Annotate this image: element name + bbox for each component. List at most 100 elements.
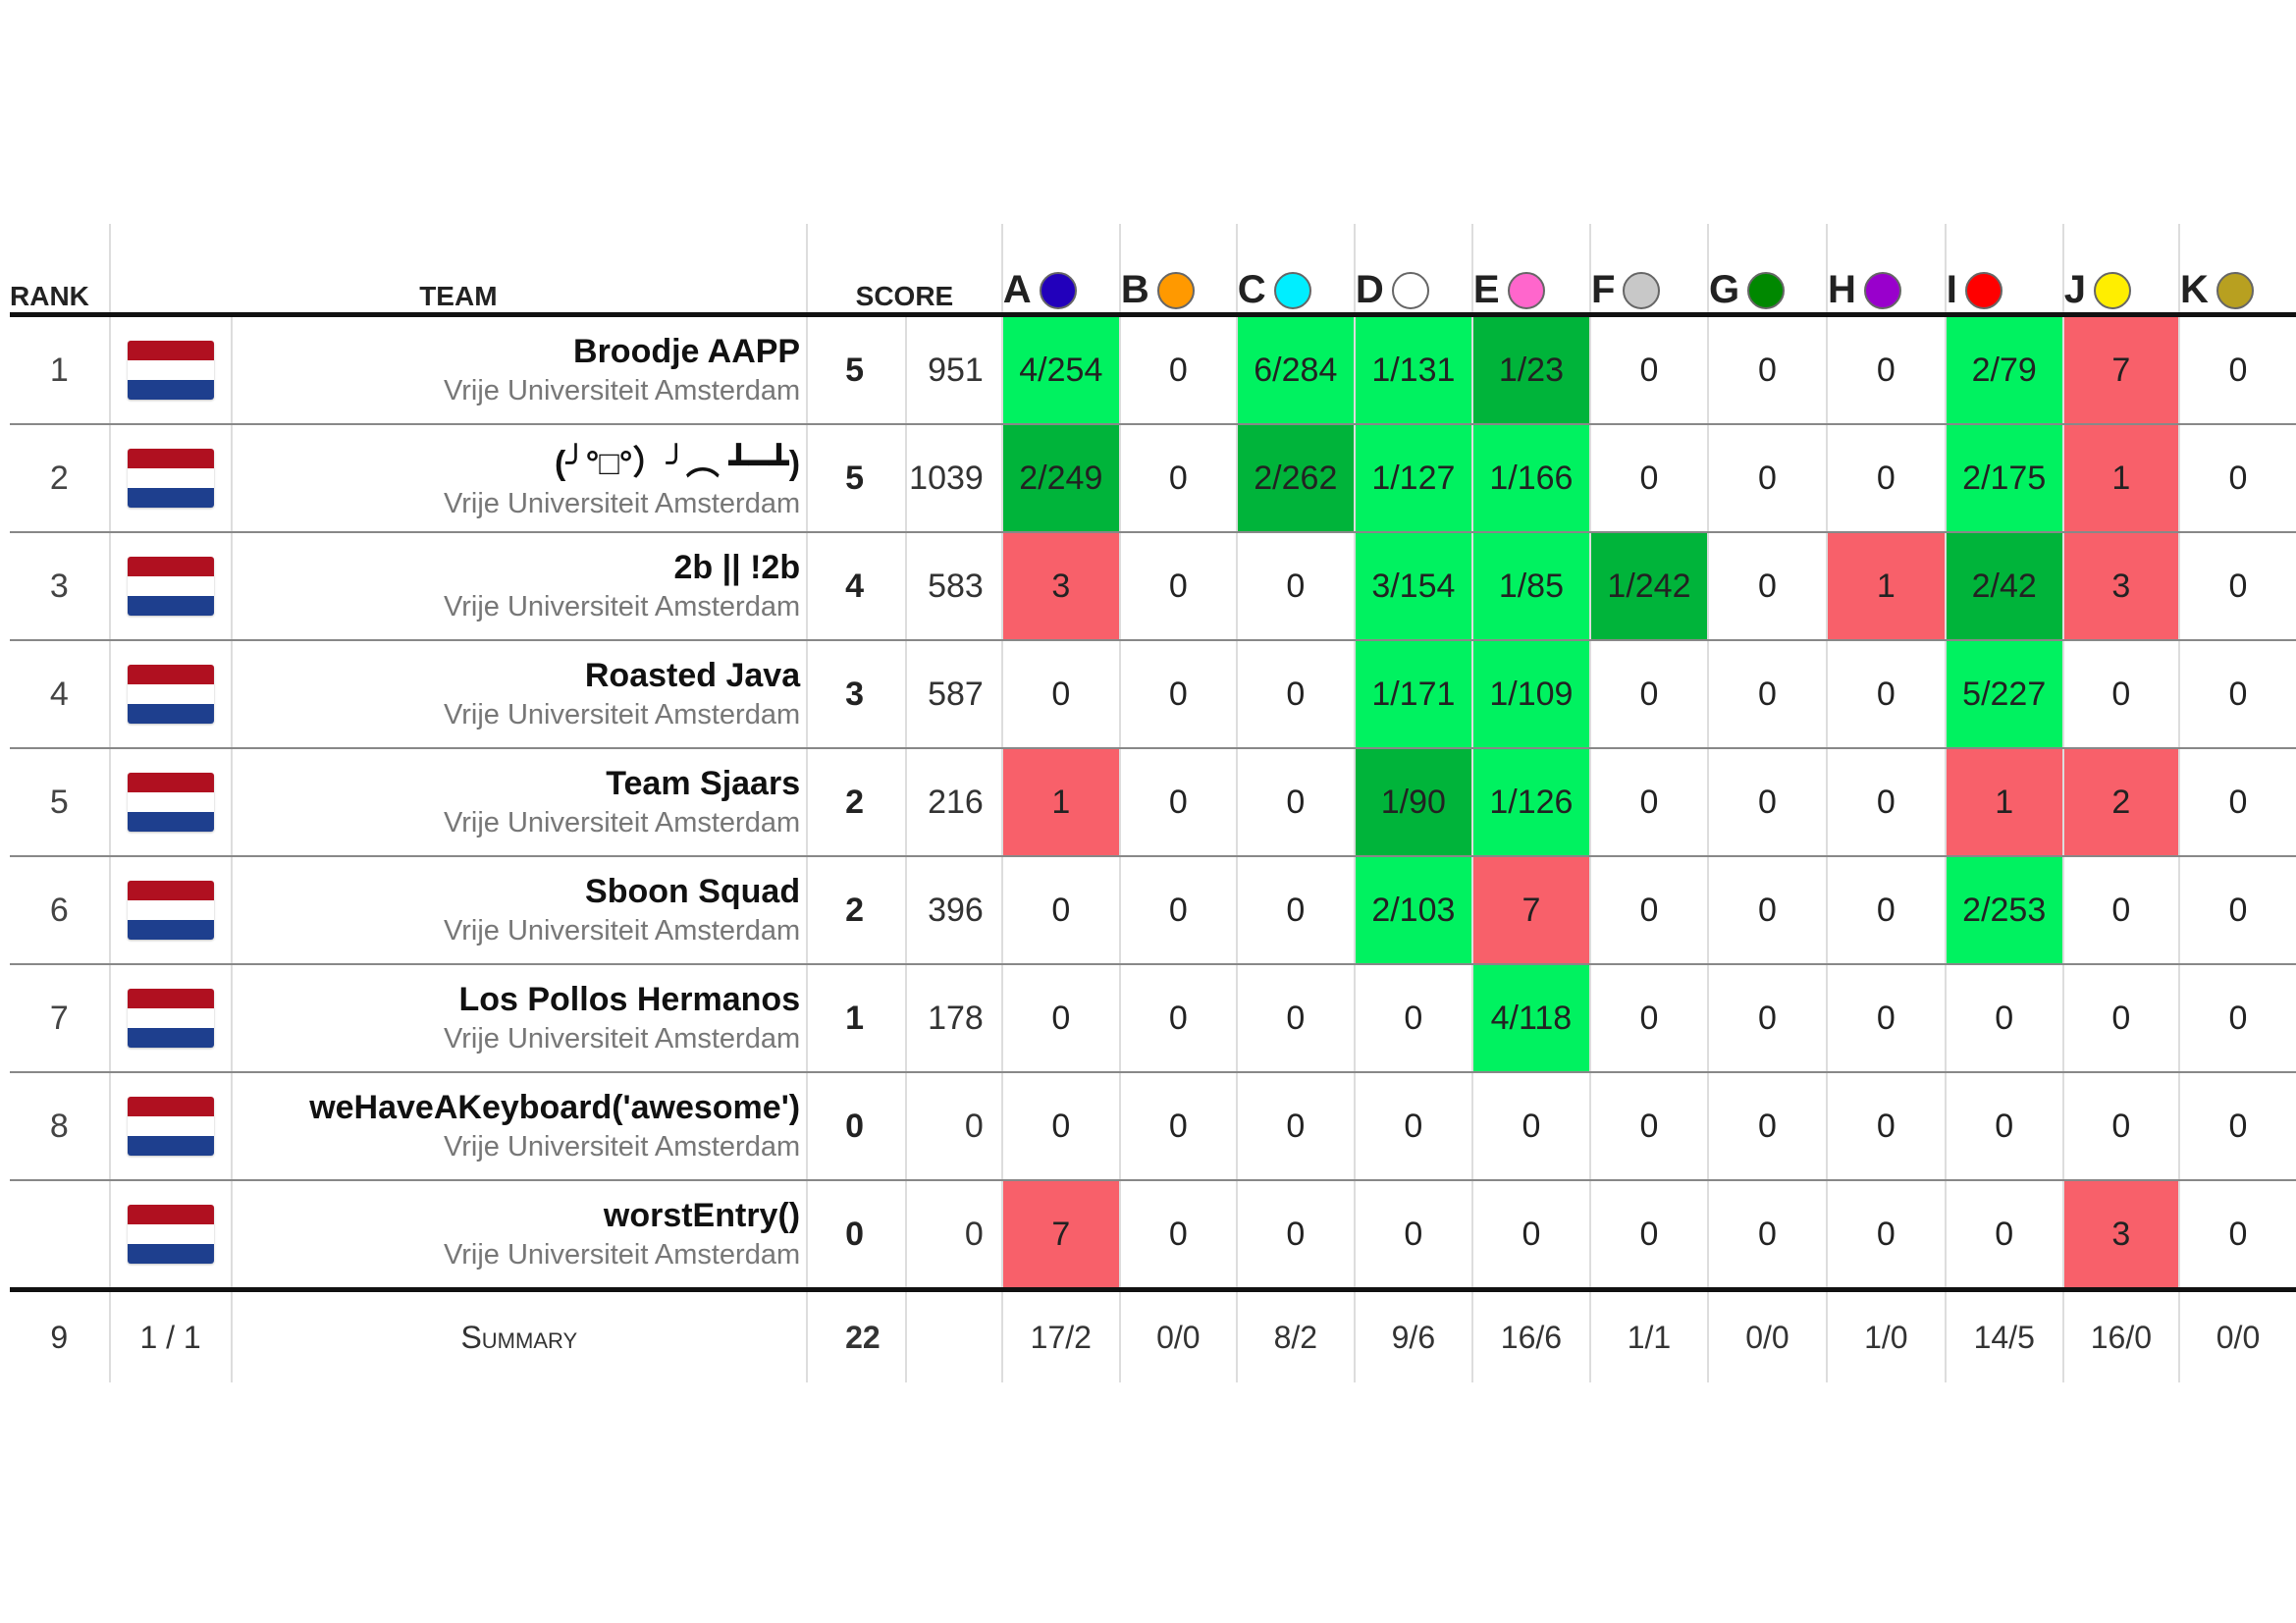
team-cell[interactable]: weHaveAKeyboard('awesome') Vrije Universi… <box>230 1072 808 1181</box>
problem-cell-d[interactable]: 0 <box>1353 1180 1472 1291</box>
problem-cell-f[interactable]: 0 <box>1588 748 1708 857</box>
team-cell[interactable]: 2b || !2b Vrije Universiteit Amsterdam <box>230 532 808 641</box>
problem-cell-b[interactable]: 0 <box>1118 964 1237 1073</box>
problem-cell-f[interactable]: 0 <box>1588 640 1708 749</box>
problem-cell-g[interactable]: 0 <box>1706 1072 1827 1181</box>
problem-cell-k[interactable]: 0 <box>2178 964 2296 1073</box>
problem-cell-e[interactable]: 1/85 <box>1470 532 1590 641</box>
problem-cell-i[interactable]: 5/227 <box>1944 640 2063 749</box>
problem-cell-a[interactable]: 0 <box>1000 1072 1120 1181</box>
problem-cell-g[interactable]: 0 <box>1706 640 1827 749</box>
problem-cell-h[interactable]: 0 <box>1825 640 1946 749</box>
problem-cell-f[interactable]: 0 <box>1588 964 1708 1073</box>
problem-cell-c[interactable]: 2/262 <box>1235 424 1355 533</box>
team-row[interactable]: 5 Team Sjaars Vrije Universiteit Amsterdam… <box>10 748 2296 857</box>
team-cell[interactable]: Sboon Squad Vrije Universiteit Amsterdam <box>230 856 808 965</box>
problem-cell-g[interactable]: 0 <box>1706 856 1827 965</box>
team-cell[interactable]: worstEntry() Vrije Universiteit Amsterdam <box>230 1180 808 1291</box>
problem-cell-a[interactable]: 3 <box>1000 532 1120 641</box>
problem-cell-k[interactable]: 0 <box>2178 424 2296 533</box>
problem-cell-a[interactable]: 1 <box>1000 748 1120 857</box>
team-cell[interactable]: Roasted Java Vrije Universiteit Amsterdam <box>230 640 808 749</box>
problem-cell-d[interactable]: 1/127 <box>1353 424 1472 533</box>
problem-header-c[interactable]: C <box>1235 224 1355 317</box>
team-cell[interactable]: Team Sjaars Vrije Universiteit Amsterdam <box>230 748 808 857</box>
problem-cell-f[interactable]: 0 <box>1588 1180 1708 1291</box>
team-name[interactable]: weHaveAKeyboard('awesome') <box>309 1089 801 1126</box>
problem-cell-f[interactable]: 0 <box>1588 424 1708 533</box>
problem-cell-b[interactable]: 0 <box>1118 1180 1237 1291</box>
problem-cell-i[interactable]: 2/42 <box>1944 532 2063 641</box>
problem-cell-h[interactable]: 0 <box>1825 314 1946 425</box>
problem-header-j[interactable]: J <box>2061 224 2179 317</box>
problem-cell-h[interactable]: 0 <box>1825 424 1946 533</box>
team-row[interactable]: 1 Broodje AAPP Vrije Universiteit Amsterda… <box>10 314 2296 425</box>
problem-cell-h[interactable]: 0 <box>1825 1072 1946 1181</box>
problem-cell-i[interactable]: 0 <box>1944 1180 2063 1291</box>
problem-cell-i[interactable]: 0 <box>1944 1072 2063 1181</box>
problem-cell-c[interactable]: 0 <box>1235 856 1355 965</box>
team-name[interactable]: Roasted Java <box>584 657 801 694</box>
problem-cell-e[interactable]: 1/126 <box>1470 748 1590 857</box>
problem-cell-d[interactable]: 0 <box>1353 964 1472 1073</box>
problem-cell-f[interactable]: 0 <box>1588 856 1708 965</box>
problem-cell-i[interactable]: 2/79 <box>1944 314 2063 425</box>
problem-cell-h[interactable]: 1 <box>1825 532 1946 641</box>
team-header[interactable]: TEAM <box>108 224 808 317</box>
problem-cell-g[interactable]: 0 <box>1706 314 1827 425</box>
problem-cell-d[interactable]: 2/103 <box>1353 856 1472 965</box>
problem-cell-b[interactable]: 0 <box>1118 1072 1237 1181</box>
team-name[interactable]: worstEntry() <box>603 1197 801 1234</box>
team-cell[interactable]: Los Pollos Hermanos Vrije Universiteit Am… <box>230 964 808 1073</box>
problem-cell-k[interactable]: 0 <box>2178 314 2296 425</box>
problem-cell-j[interactable]: 7 <box>2061 314 2179 425</box>
problem-cell-j[interactable]: 0 <box>2061 964 2179 1073</box>
problem-cell-j[interactable]: 0 <box>2061 640 2179 749</box>
problem-cell-a[interactable]: 0 <box>1000 856 1120 965</box>
problem-header-k[interactable]: K <box>2178 224 2296 317</box>
problem-cell-g[interactable]: 0 <box>1706 532 1827 641</box>
problem-cell-h[interactable]: 0 <box>1825 1180 1946 1291</box>
problem-header-f[interactable]: F <box>1588 224 1708 317</box>
problem-cell-d[interactable]: 0 <box>1353 1072 1472 1181</box>
problem-cell-g[interactable]: 0 <box>1706 964 1827 1073</box>
problem-header-a[interactable]: A <box>1000 224 1120 317</box>
problem-cell-b[interactable]: 0 <box>1118 748 1237 857</box>
problem-cell-g[interactable]: 0 <box>1706 424 1827 533</box>
problem-header-i[interactable]: I <box>1944 224 2063 317</box>
problem-cell-j[interactable]: 1 <box>2061 424 2179 533</box>
problem-cell-h[interactable]: 0 <box>1825 856 1946 965</box>
problem-cell-h[interactable]: 0 <box>1825 748 1946 857</box>
problem-cell-e[interactable]: 1/23 <box>1470 314 1590 425</box>
problem-cell-j[interactable]: 0 <box>2061 1072 2179 1181</box>
problem-cell-c[interactable]: 0 <box>1235 1072 1355 1181</box>
score-header[interactable]: SCORE <box>806 224 1002 317</box>
problem-cell-e[interactable]: 0 <box>1470 1180 1590 1291</box>
problem-cell-k[interactable]: 0 <box>2178 640 2296 749</box>
problem-cell-c[interactable]: 0 <box>1235 1180 1355 1291</box>
problem-cell-k[interactable]: 0 <box>2178 532 2296 641</box>
problem-cell-i[interactable]: 1 <box>1944 748 2063 857</box>
problem-header-d[interactable]: D <box>1353 224 1472 317</box>
problem-cell-a[interactable]: 2/249 <box>1000 424 1120 533</box>
problem-cell-e[interactable]: 1/109 <box>1470 640 1590 749</box>
problem-cell-a[interactable]: 0 <box>1000 640 1120 749</box>
team-row[interactable]: 7 Los Pollos Hermanos Vrije Universiteit A… <box>10 964 2296 1073</box>
problem-cell-j[interactable]: 3 <box>2061 1180 2179 1291</box>
problem-cell-f[interactable]: 0 <box>1588 1072 1708 1181</box>
problem-cell-c[interactable]: 0 <box>1235 532 1355 641</box>
problem-header-g[interactable]: G <box>1706 224 1827 317</box>
problem-cell-b[interactable]: 0 <box>1118 640 1237 749</box>
problem-cell-i[interactable]: 0 <box>1944 964 2063 1073</box>
problem-cell-b[interactable]: 0 <box>1118 314 1237 425</box>
problem-cell-a[interactable]: 0 <box>1000 964 1120 1073</box>
problem-cell-d[interactable]: 3/154 <box>1353 532 1472 641</box>
team-name[interactable]: Los Pollos Hermanos <box>458 981 801 1018</box>
team-name[interactable]: Team Sjaars <box>606 765 801 802</box>
problem-cell-c[interactable]: 6/284 <box>1235 314 1355 425</box>
team-name[interactable]: Sboon Squad <box>585 873 801 910</box>
team-cell[interactable]: Broodje AAPP Vrije Universiteit Amsterdam <box>230 314 808 425</box>
problem-cell-c[interactable]: 0 <box>1235 748 1355 857</box>
problem-cell-b[interactable]: 0 <box>1118 532 1237 641</box>
problem-cell-k[interactable]: 0 <box>2178 1180 2296 1291</box>
